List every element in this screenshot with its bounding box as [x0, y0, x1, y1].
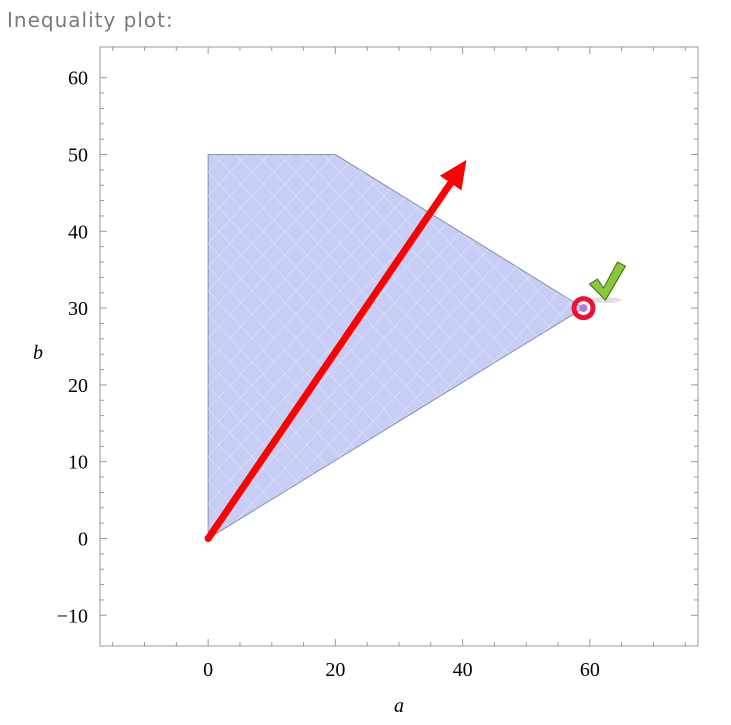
mesh-line: [208, 154, 584, 539]
mesh-line: [487, 154, 584, 539]
mesh-line: [208, 154, 584, 539]
mesh-line: [0, 0, 16, 700]
gradient-arrow: [204, 159, 467, 542]
mesh-line: [208, 154, 584, 539]
feasible-region: [207, 154, 585, 540]
mesh-line: [642, 0, 731, 700]
mesh-line: [0, 0, 126, 700]
mesh-line: [598, 0, 731, 700]
check-icon: [588, 261, 627, 304]
region-mesh: [0, 0, 731, 700]
mesh-line: [620, 0, 731, 700]
mesh-line: [208, 154, 584, 539]
mesh-line: [0, 0, 610, 700]
mesh-line: [553, 154, 584, 539]
mesh-line: [208, 154, 584, 539]
arrow-head: [439, 159, 467, 191]
optimum-ring: [571, 296, 596, 321]
y-tick-label: 30: [68, 298, 88, 320]
mesh-line: [208, 154, 584, 539]
mesh-line: [575, 154, 584, 539]
mesh-line: [208, 154, 584, 539]
mesh-line: [208, 154, 584, 539]
mesh-line: [0, 0, 632, 700]
mesh-line: [708, 0, 731, 700]
y-tick-label: 60: [68, 68, 88, 90]
mesh-line: [208, 154, 584, 539]
mesh-line: [0, 0, 148, 700]
mesh-line: [0, 0, 192, 700]
y-tick-label: 0: [78, 528, 88, 550]
optimum-point: [571, 261, 627, 321]
mesh-line: [598, 0, 731, 700]
mesh-line: [208, 154, 584, 539]
mesh-line: [487, 154, 584, 539]
tick-labels: 0 20 40 60 −10 0 10 20 30 40 50 60: [57, 68, 600, 681]
mesh-line: [0, 0, 170, 700]
mesh-line: [686, 0, 731, 700]
mesh-line: [208, 154, 584, 539]
mesh-line: [553, 154, 584, 539]
x-tick-label: 20: [325, 659, 345, 681]
mesh-line: [208, 154, 584, 539]
mesh-line: [531, 154, 584, 539]
mesh-line: [0, 0, 60, 700]
mesh-line: [0, 0, 16, 700]
x-tick-label: 60: [580, 659, 600, 681]
mesh-line: [642, 0, 731, 700]
mesh-line: [0, 0, 544, 700]
y-tick-label: −10: [57, 605, 88, 627]
mesh-line: [208, 154, 584, 539]
mesh-line: [0, 0, 588, 700]
arrow-shaft: [204, 179, 455, 542]
mesh-line: [620, 0, 731, 700]
y-tick-label: 20: [68, 375, 88, 397]
mesh-line: [208, 154, 584, 539]
axis-ticks: [100, 47, 698, 646]
mesh-line: [0, 0, 60, 700]
y-axis-label: b: [33, 342, 43, 364]
y-tick-label: 50: [68, 145, 88, 167]
x-axis-label: a: [394, 695, 404, 717]
mesh-line: [0, 0, 566, 700]
mesh-line: [575, 154, 584, 539]
mesh-line: [0, 0, 544, 700]
mesh-line: [208, 154, 584, 539]
mesh-line: [208, 154, 584, 539]
mesh-line: [0, 0, 566, 700]
mesh-line: [208, 154, 584, 539]
mesh-line: [0, 0, 170, 700]
mesh-line: [0, 0, 192, 700]
mesh-line: [0, 0, 104, 700]
optimum-dot: [579, 304, 588, 313]
mesh-line: [0, 0, 632, 700]
mesh-line: [0, 0, 104, 700]
mesh-line: [0, 0, 588, 700]
region-hatch: [0, 0, 731, 700]
mesh-line: [0, 0, 126, 700]
mesh-line: [686, 0, 731, 700]
mesh-line: [208, 154, 584, 539]
mesh-line: [708, 0, 731, 700]
check-mark: [588, 261, 627, 301]
y-tick-label: 40: [68, 221, 88, 243]
y-tick-label: 10: [68, 452, 88, 474]
x-tick-label: 0: [203, 659, 213, 681]
x-tick-label: 40: [453, 659, 473, 681]
mesh-line: [531, 154, 584, 539]
mesh-line: [0, 0, 148, 700]
chart-caption: Inequality plot:: [7, 8, 174, 32]
mesh-line: [0, 0, 610, 700]
